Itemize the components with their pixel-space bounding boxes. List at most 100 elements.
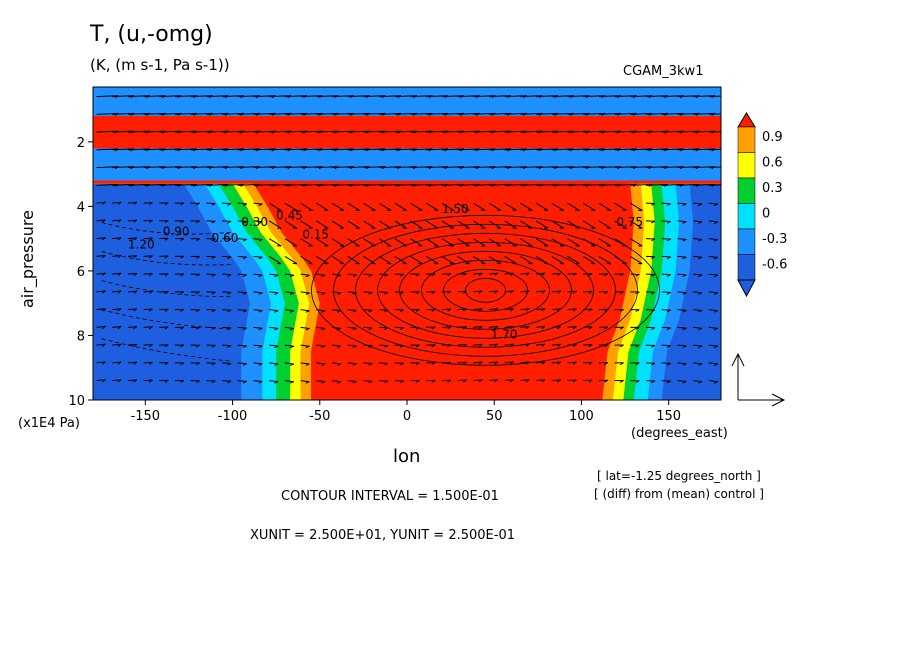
wind-vector [535,220,549,229]
wind-vector [441,290,451,293]
wind-vector-head [588,361,593,365]
contour-label: 0.75 [616,215,643,229]
wind-vector-head [478,326,483,330]
wind-vector [677,238,687,240]
wind-vector [677,344,687,347]
wind-vector-head [572,308,577,312]
wind-vector-head [289,292,295,295]
wind-vector [677,273,687,276]
wind-vector [269,273,279,276]
wind-vector [347,202,360,211]
wind-vector [441,95,464,98]
wind-vector [457,361,467,364]
wind-vector [378,255,392,265]
wind-vector [677,326,687,329]
contour-interval: CONTOUR INTERVAL = 1.500E-01 [281,489,499,504]
wind-vector [614,202,627,211]
wind-vector [112,183,135,186]
wind-vector-head [117,272,122,276]
contour-label: 0.45 [276,208,303,222]
wind-vector-head [258,221,263,224]
wind-vector [143,148,166,151]
wind-vector [614,130,637,133]
wind-vector [693,344,703,347]
wind-vector [394,220,407,229]
wind-vector [363,380,373,382]
wind-vector [143,255,153,257]
wind-vector [316,95,339,98]
wind-vector [426,166,449,169]
wind-vector [567,148,590,151]
wind-vector-head [494,308,499,312]
wind-vector [363,148,386,151]
wind-vector [567,361,577,364]
wind-vector-head [541,272,546,276]
wind-vector-head [698,203,703,207]
wind-vector [520,272,530,275]
wind-vector [425,238,439,247]
wind-vector [143,166,166,169]
wind-vector-head [117,237,122,241]
wind-vector [551,95,574,98]
wind-vector-head [164,326,169,330]
wind-vector [379,112,402,115]
wind-vector [363,291,373,294]
wind-vector [363,238,376,247]
wind-vector [457,379,467,382]
wind-vector [268,255,282,265]
wind-vector-head [384,380,389,384]
wind-vector [536,361,546,364]
wind-vector-head [258,381,263,384]
wind-vector [583,183,606,186]
wind-vector-head [604,326,609,330]
wind-vector [284,95,307,98]
wind-vector-head [180,202,185,206]
wind-vector [316,273,326,276]
wind-vector [331,380,341,383]
wind-vector-head [651,238,656,242]
wind-vector [300,95,323,98]
wind-vector [127,343,137,346]
wind-vector-head [447,273,452,277]
wind-vector-head [148,202,153,206]
wind-vector [127,148,150,151]
wind-vector-head [164,255,169,259]
wind-vector [331,238,345,247]
wind-vector [630,255,643,265]
wind-vector [190,112,213,115]
wind-vector [520,343,530,346]
wind-vector [143,112,166,115]
wind-vector-head [211,203,216,206]
wind-vector-head [651,327,656,330]
contour-labels: 1.50 0.600.30 0.45 0.15 1.70 1.20 0.90 0.75 [128,202,643,342]
wind-vector [488,255,502,265]
wind-vector [488,112,511,115]
contour-lines [101,214,660,366]
wind-vector-head [619,380,624,383]
wind-vector-head [682,380,687,384]
wind-vector [441,112,464,115]
wind-vector [520,202,533,211]
wind-vector-head [195,273,200,277]
wind-vector-head [635,344,640,348]
wind-vector [708,380,718,383]
wind-vector-head [133,255,138,259]
wind-vector [284,183,307,186]
wind-vector [410,183,433,186]
contour-line [421,259,550,321]
wind-vector-head [133,290,138,294]
wind-vector [410,220,423,229]
wind-vector-head [651,220,656,224]
wind-vector [222,148,245,151]
wind-vector [567,112,590,115]
wind-vector-head [541,325,546,330]
wind-vector-head [510,379,514,383]
wind-vector [614,166,637,169]
wind-vector [300,291,310,294]
wind-vector-head [148,379,153,383]
wind-vector-head [682,345,687,348]
wind-vector [127,272,137,275]
wind-vector-head [242,238,247,242]
wind-vector [143,202,153,204]
band-top-warm [93,116,721,149]
